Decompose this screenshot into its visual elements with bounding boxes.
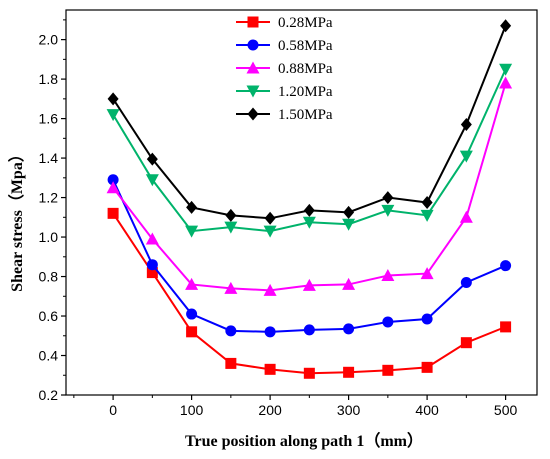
y-tick-label: 1.6 bbox=[39, 111, 59, 127]
data-point bbox=[224, 221, 238, 234]
y-tick-label: 0.6 bbox=[39, 308, 59, 324]
data-point bbox=[186, 308, 198, 320]
data-point bbox=[224, 281, 238, 294]
data-point bbox=[421, 361, 433, 373]
x-tick-label: 100 bbox=[180, 402, 204, 418]
data-point bbox=[459, 150, 473, 163]
legend-label: 0.88MPa bbox=[278, 61, 333, 77]
x-tick-label: 400 bbox=[415, 402, 439, 418]
data-point bbox=[146, 259, 158, 271]
data-point bbox=[302, 278, 316, 291]
data-point bbox=[186, 200, 198, 214]
data-point bbox=[342, 218, 356, 231]
data-point bbox=[185, 225, 199, 238]
data-point bbox=[500, 260, 512, 272]
data-point bbox=[263, 283, 277, 296]
data-point bbox=[382, 316, 394, 328]
y-tick-label: 1.8 bbox=[39, 71, 59, 87]
y-tick-label: 0.2 bbox=[39, 387, 59, 403]
x-tick-label: 500 bbox=[494, 402, 518, 418]
data-point bbox=[500, 321, 512, 333]
data-point bbox=[106, 109, 120, 122]
data-point bbox=[303, 367, 315, 379]
data-point bbox=[107, 174, 119, 186]
data-point bbox=[225, 357, 237, 369]
y-tick-label: 1.4 bbox=[39, 150, 59, 166]
data-point bbox=[382, 191, 394, 205]
legend-marker bbox=[247, 39, 259, 51]
data-point bbox=[343, 323, 355, 335]
legend-marker bbox=[247, 16, 259, 28]
data-point bbox=[107, 92, 119, 106]
data-point bbox=[264, 363, 276, 375]
legend-label: 1.20MPa bbox=[278, 84, 333, 100]
data-point bbox=[146, 267, 158, 279]
data-point bbox=[499, 76, 513, 89]
y-tick-label: 0.4 bbox=[39, 348, 59, 364]
x-tick-label: 300 bbox=[337, 402, 361, 418]
data-point bbox=[185, 277, 199, 290]
data-point bbox=[303, 203, 315, 217]
legend-label: 1.50MPa bbox=[278, 107, 333, 123]
x-tick-label: 200 bbox=[258, 402, 282, 418]
plot-frame bbox=[65, 9, 538, 396]
y-axis-title: Shear stress（Mpa） bbox=[8, 146, 26, 292]
data-point bbox=[225, 208, 237, 222]
data-point bbox=[460, 276, 472, 288]
data-point bbox=[146, 152, 158, 166]
data-point bbox=[381, 269, 395, 282]
data-point bbox=[460, 118, 472, 132]
data-point bbox=[263, 225, 277, 238]
x-tick-label: 0 bbox=[109, 402, 117, 418]
data-point bbox=[499, 63, 513, 76]
legend-marker bbox=[246, 61, 260, 74]
data-point bbox=[303, 324, 315, 336]
data-point bbox=[186, 326, 198, 338]
data-point bbox=[343, 366, 355, 378]
data-point bbox=[500, 19, 512, 33]
data-point bbox=[382, 364, 394, 376]
data-point bbox=[420, 267, 434, 280]
y-tick-label: 2.0 bbox=[39, 32, 59, 48]
data-point bbox=[420, 209, 434, 222]
data-point bbox=[106, 181, 120, 194]
data-point bbox=[343, 205, 355, 219]
data-point bbox=[302, 216, 316, 229]
data-point bbox=[460, 337, 472, 349]
data-point bbox=[342, 277, 356, 290]
legend-marker bbox=[246, 85, 260, 98]
data-point bbox=[421, 196, 433, 209]
data-point bbox=[145, 232, 159, 245]
x-axis-title: True position along path 1（mm） bbox=[185, 432, 423, 450]
data-point bbox=[381, 204, 395, 217]
y-tick-label: 1.2 bbox=[39, 190, 59, 206]
legend-label: 0.28MPa bbox=[278, 15, 333, 31]
data-point bbox=[107, 207, 119, 219]
data-point bbox=[225, 325, 237, 337]
data-point bbox=[459, 210, 473, 223]
legend-marker bbox=[247, 107, 259, 121]
data-point bbox=[421, 313, 433, 325]
series-line-1 bbox=[112, 179, 506, 333]
y-tick-label: 0.8 bbox=[39, 269, 59, 285]
y-tick-label: 1.0 bbox=[39, 229, 59, 245]
legend-label: 0.58MPa bbox=[278, 38, 333, 54]
series-line-0 bbox=[112, 212, 506, 375]
data-point bbox=[145, 174, 159, 187]
data-point bbox=[264, 326, 276, 338]
data-point bbox=[264, 211, 276, 225]
